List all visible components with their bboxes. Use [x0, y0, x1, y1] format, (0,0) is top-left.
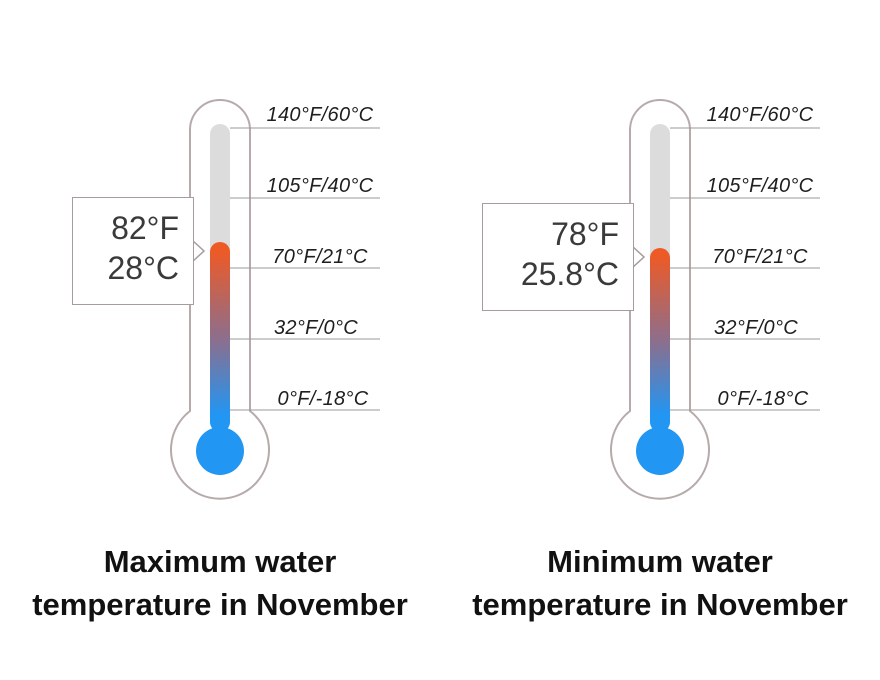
celsius-value: 28°C: [107, 250, 180, 286]
scale-label: 0°F/-18°C: [717, 388, 809, 410]
fahrenheit-value: 82°F: [111, 210, 179, 246]
readout-pointer: [631, 245, 646, 269]
thermometer-graphic: [610, 99, 820, 500]
scale-label: 70°F/21°C: [272, 246, 368, 268]
thermometer-max: 140°F/60°C 105°F/40°C 70°F/21°C 32°F/0°C…: [32, 99, 408, 622]
thermometer-caption: Minimum water temperature in November: [472, 544, 848, 622]
scale-label: 70°F/21°C: [712, 246, 808, 268]
scale-label: 32°F/0°C: [274, 317, 358, 339]
thermometer-bulb: [196, 427, 244, 475]
mercury-column: [210, 242, 230, 432]
thermometer-bulb: [636, 427, 684, 475]
celsius-value: 25.8°C: [520, 256, 619, 292]
scale-label: 140°F/60°C: [706, 104, 814, 126]
scale-label: 140°F/60°C: [266, 104, 374, 126]
scale-label: 105°F/40°C: [706, 175, 814, 197]
fahrenheit-value: 78°F: [551, 216, 619, 252]
readout-pointer: [191, 239, 206, 263]
thermometer-caption: Maximum water temperature in November: [32, 544, 408, 622]
scale-label: 105°F/40°C: [266, 175, 374, 197]
mercury-column: [650, 248, 670, 432]
scale-label: 32°F/0°C: [714, 317, 798, 339]
temperature-readout: 78°F 25.8°C: [482, 203, 634, 311]
thermometer-graphic: [170, 99, 380, 500]
temperature-readout: 82°F 28°C: [72, 197, 194, 305]
thermometer-min: 140°F/60°C 105°F/40°C 70°F/21°C 32°F/0°C…: [440, 0, 880, 680]
scale-label: 0°F/-18°C: [277, 388, 369, 410]
